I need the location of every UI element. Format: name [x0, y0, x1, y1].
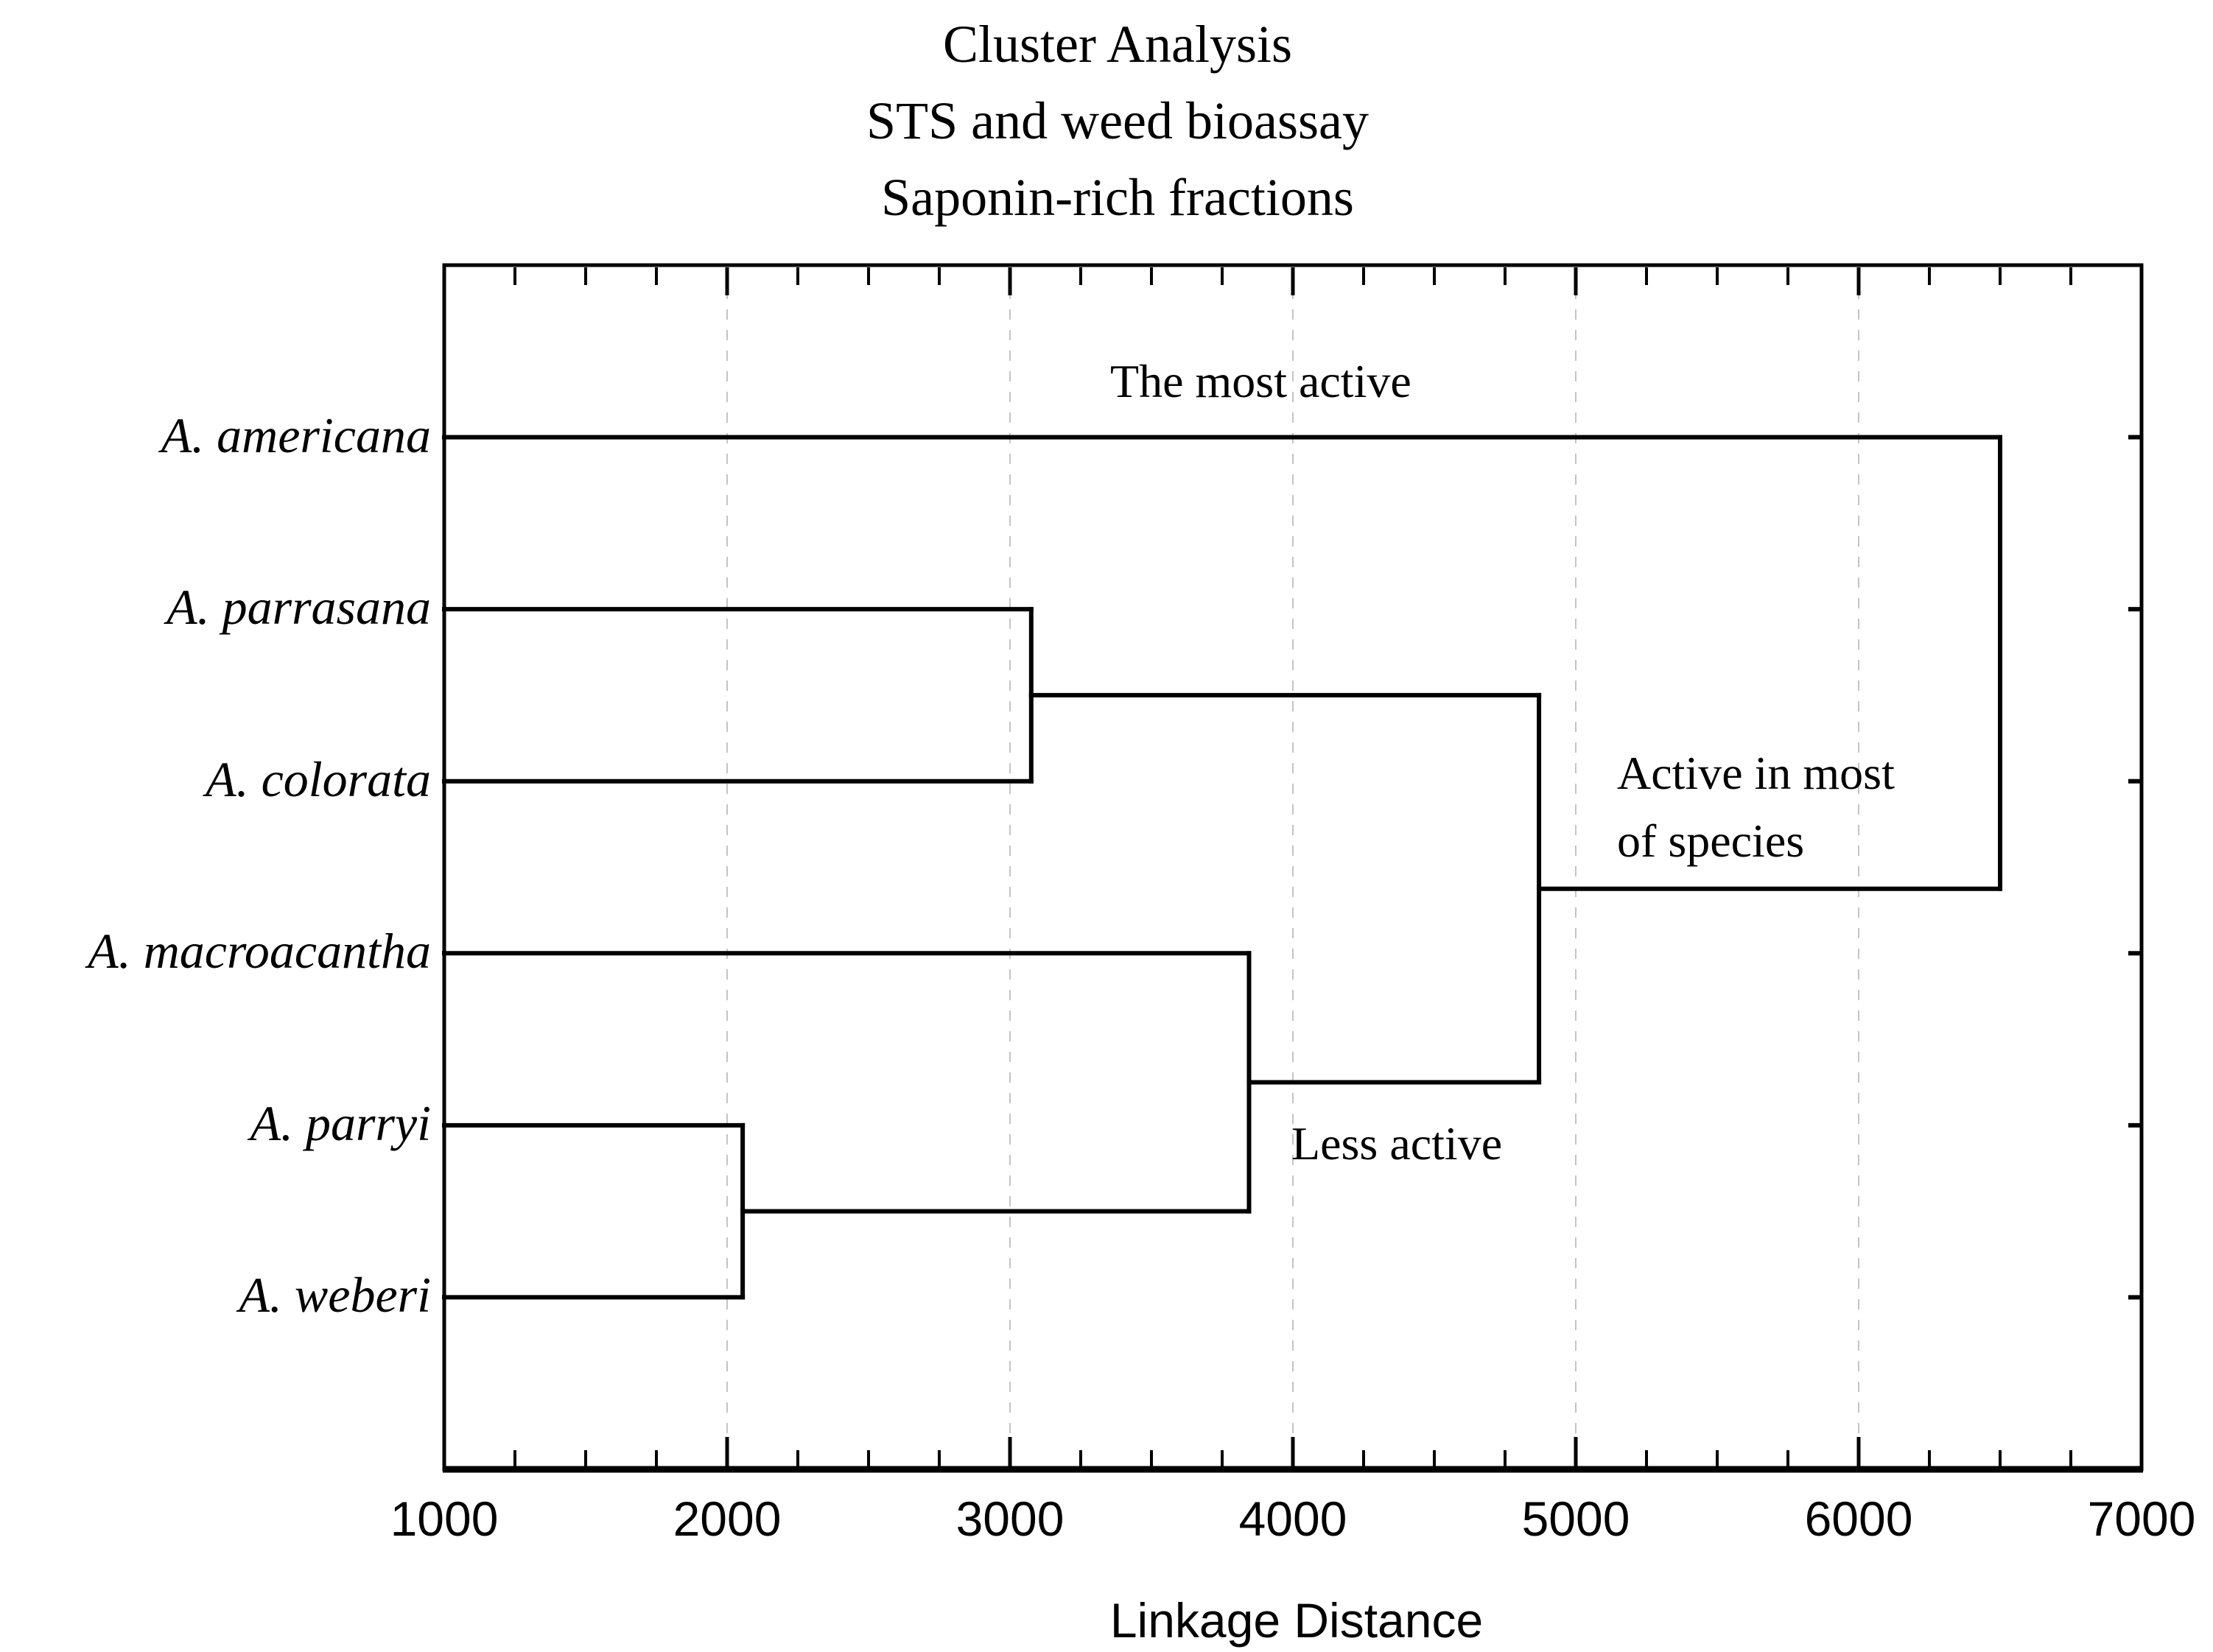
x-tick-label-1000: 1000 — [390, 1491, 499, 1546]
species-label-a-colorata: A. colorata — [206, 751, 431, 807]
x-tick-label-6000: 6000 — [1804, 1491, 1913, 1546]
species-label-a-americana: A. americana — [161, 407, 431, 463]
chart-title-line-1: Cluster Analysis — [942, 15, 1292, 74]
annotation-active-in-most: Active in most of species — [1617, 739, 1895, 875]
x-tick-label-2000: 2000 — [673, 1491, 782, 1546]
chart-title: Cluster Analysis STS and weed bioassay S… — [11, 6, 2213, 236]
annotation-most-active: The most active — [1110, 355, 1411, 407]
species-label-a-weberi: A. weberi — [239, 1267, 431, 1324]
annotation-less-active: Less active — [1291, 1117, 1503, 1170]
x-tick-label-7000: 7000 — [2087, 1491, 2196, 1546]
species-label-a-parryi: A. parryi — [250, 1094, 431, 1151]
x-tick-label-5000: 5000 — [1521, 1491, 1630, 1546]
annotation-active-in-most-line-2: of species — [1617, 815, 1805, 867]
species-label-a-parrasana: A. parrasana — [166, 579, 431, 636]
chart-title-line-2: STS and weed bioassay — [866, 91, 1369, 150]
chart-title-line-3: Saponin-rich fractions — [881, 168, 1354, 227]
x-axis-label: Linkage Distance — [1109, 1593, 1484, 1648]
species-label-a-macroacantha: A. macroacantha — [88, 923, 431, 980]
x-tick-label-4000: 4000 — [1238, 1491, 1347, 1546]
x-tick-label-3000: 3000 — [955, 1491, 1065, 1546]
annotation-active-in-most-line-1: Active in most — [1617, 747, 1895, 799]
